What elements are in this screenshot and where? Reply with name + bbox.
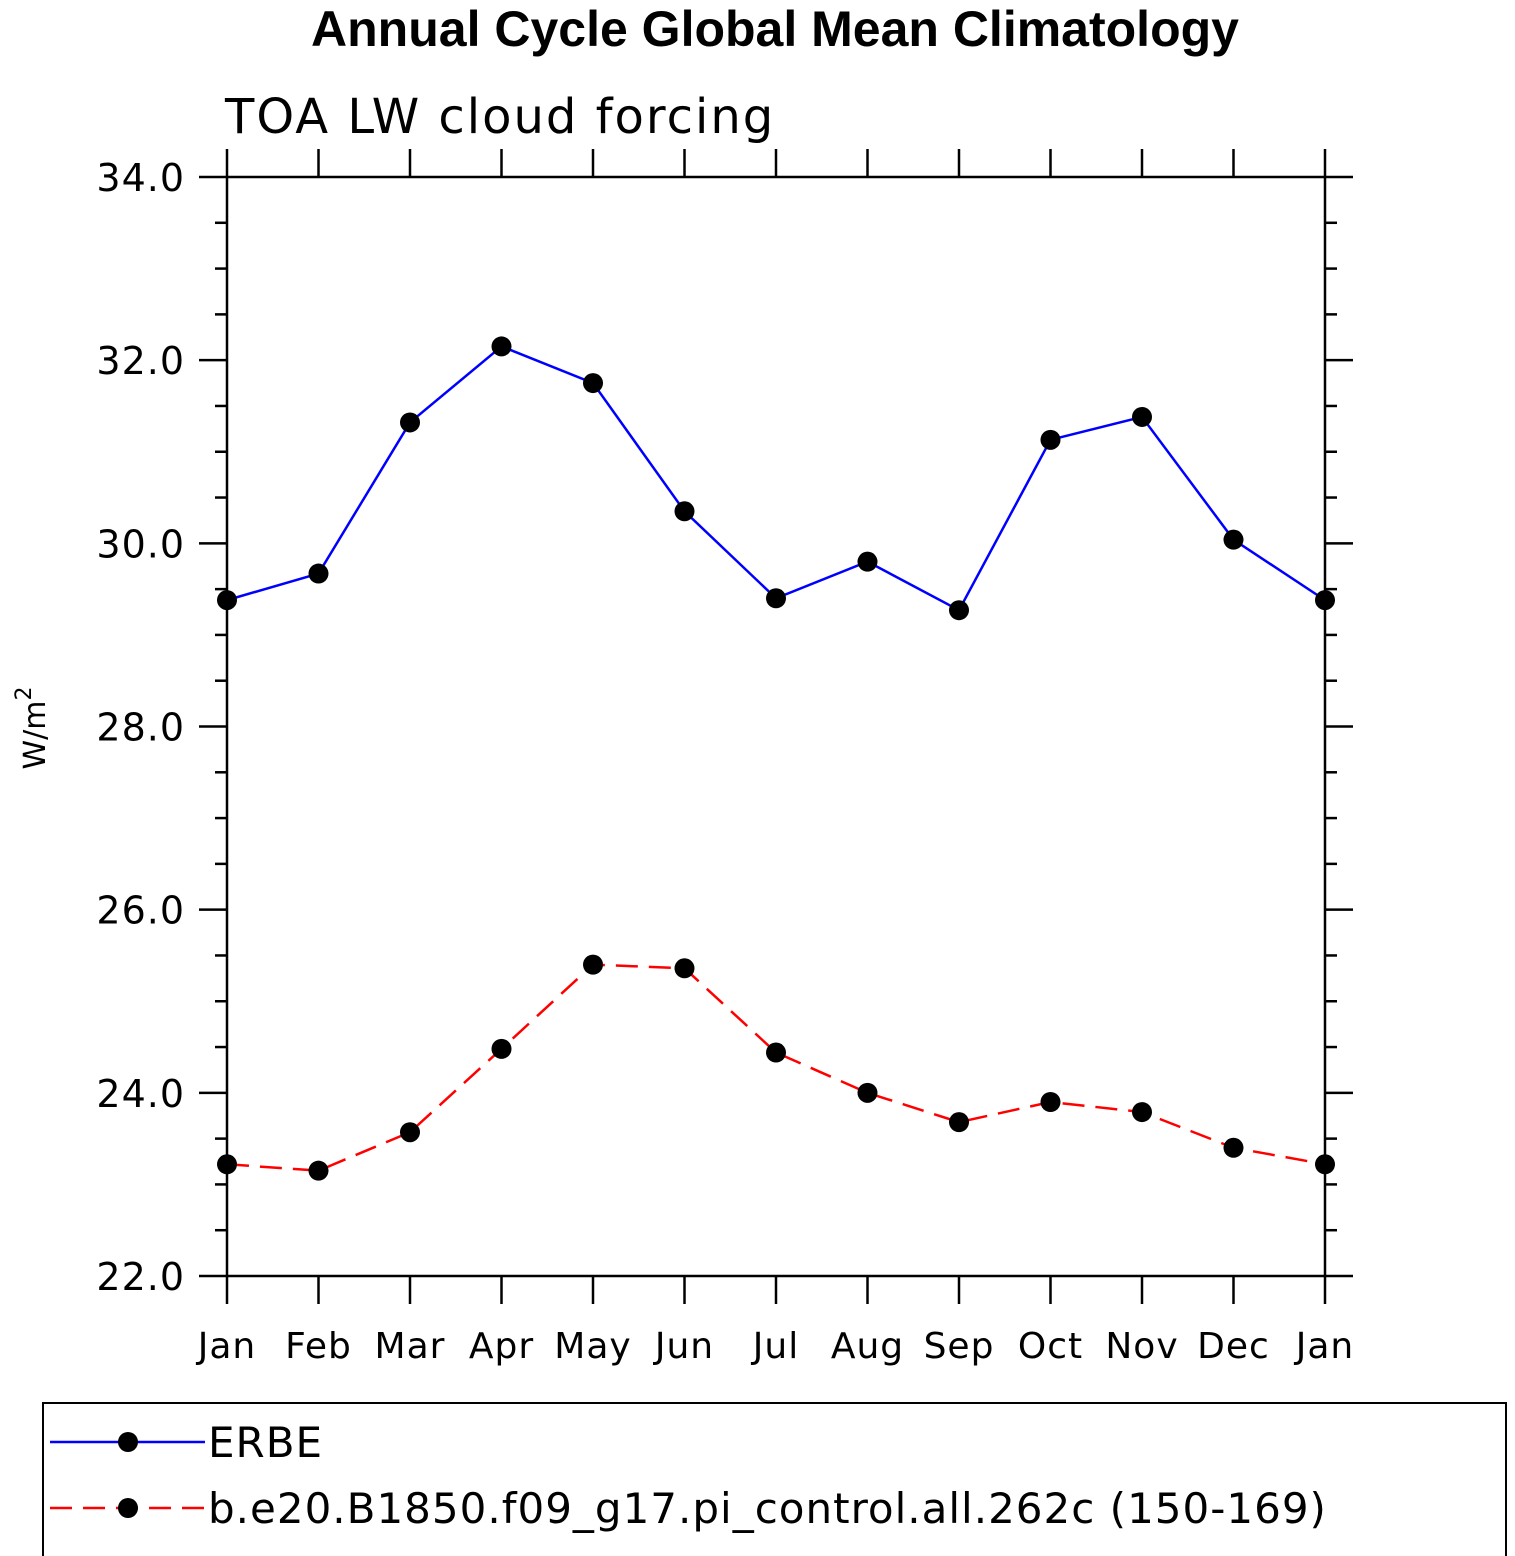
legend-label-2: b.e20.B1850.f09_g17.pi_control.all.262c … <box>208 1484 1327 1533</box>
x-tick-label: Sep <box>924 1326 995 1367</box>
series-2-point <box>674 958 695 979</box>
y-axis-label: W/m2 <box>12 687 53 770</box>
series-2-point <box>1040 1091 1061 1112</box>
series-2-point <box>491 1038 512 1059</box>
series-line-2 <box>226 963 1326 1172</box>
series-2-point <box>400 1122 420 1143</box>
series-2-point <box>1132 1102 1152 1123</box>
series-line-1 <box>226 344 1326 612</box>
series-group <box>217 336 1335 1181</box>
series-2-point <box>1315 1154 1335 1175</box>
x-tick-label: Jul <box>751 1326 799 1367</box>
series-1-point <box>1315 590 1335 611</box>
y-tick-label: 22.0 <box>96 1255 185 1299</box>
x-tick-label: May <box>554 1326 631 1367</box>
series-1-point <box>400 412 420 433</box>
series-1-point <box>217 590 237 611</box>
x-tick-label: Mar <box>375 1326 446 1367</box>
y-tick-label: 26.0 <box>96 889 185 933</box>
x-tick-label: Oct <box>1018 1326 1083 1367</box>
series-1-point <box>674 501 695 522</box>
x-tick-label: Jan <box>1294 1326 1355 1367</box>
x-tick-label: Nov <box>1105 1326 1178 1367</box>
x-tick-label: Dec <box>1197 1326 1270 1367</box>
y-axis-label-superscript: 2 <box>12 687 37 701</box>
x-tick-label: Aug <box>831 1326 904 1367</box>
y-tick-labels: 22.0 24.0 26.0 28.0 30.0 32.0 34.0 <box>96 156 185 1299</box>
legend-marker-2 <box>118 1498 138 1518</box>
legend: ERBE b.e20.B1850.f09_g17.pi_control.all.2… <box>42 1402 1507 1556</box>
axis-ticks <box>199 149 1353 1304</box>
chart-title: Annual Cycle Global Mean Climatology <box>311 1 1239 57</box>
series-1-point <box>766 588 786 609</box>
series-2-point <box>217 1154 237 1175</box>
series-2-point <box>766 1042 786 1063</box>
series-1-point <box>857 551 878 572</box>
series-2-point <box>308 1160 329 1181</box>
x-tick-label: Jan <box>196 1326 257 1367</box>
series-1-point <box>949 600 969 621</box>
series-2-point <box>949 1112 969 1133</box>
plot-frame <box>225 175 1327 1278</box>
series-1-point <box>1040 429 1061 450</box>
series-1-point <box>491 336 512 357</box>
y-axis-label-text: W/m <box>18 701 53 770</box>
series-2-point <box>857 1082 878 1103</box>
series-2-point <box>1223 1137 1244 1158</box>
y-tick-label: 24.0 <box>96 1072 185 1116</box>
x-tick-label: Feb <box>285 1326 352 1367</box>
y-tick-label: 30.0 <box>96 522 185 566</box>
series-1-point <box>1223 529 1244 550</box>
series-2-point <box>583 954 603 975</box>
x-tick-labels: Jan Feb Mar Apr May Jun Jul Aug Sep Oct Nov Dec Jan <box>196 1326 1355 1367</box>
chart-subtitle: TOA LW cloud forcing <box>224 89 775 145</box>
y-tick-label: 34.0 <box>96 156 185 200</box>
series-1-point <box>1132 406 1152 427</box>
legend-box <box>42 1402 1507 1556</box>
y-tick-label: 32.0 <box>96 339 185 383</box>
y-tick-label: 28.0 <box>96 706 185 750</box>
x-tick-label: Jun <box>653 1326 714 1367</box>
x-tick-label: Apr <box>469 1326 534 1367</box>
legend-label-1: ERBE <box>208 1418 323 1467</box>
plot-axes <box>225 175 1327 1278</box>
series-1-point <box>308 563 329 584</box>
legend-marker-1 <box>118 1432 138 1452</box>
series-1-point <box>583 373 603 394</box>
